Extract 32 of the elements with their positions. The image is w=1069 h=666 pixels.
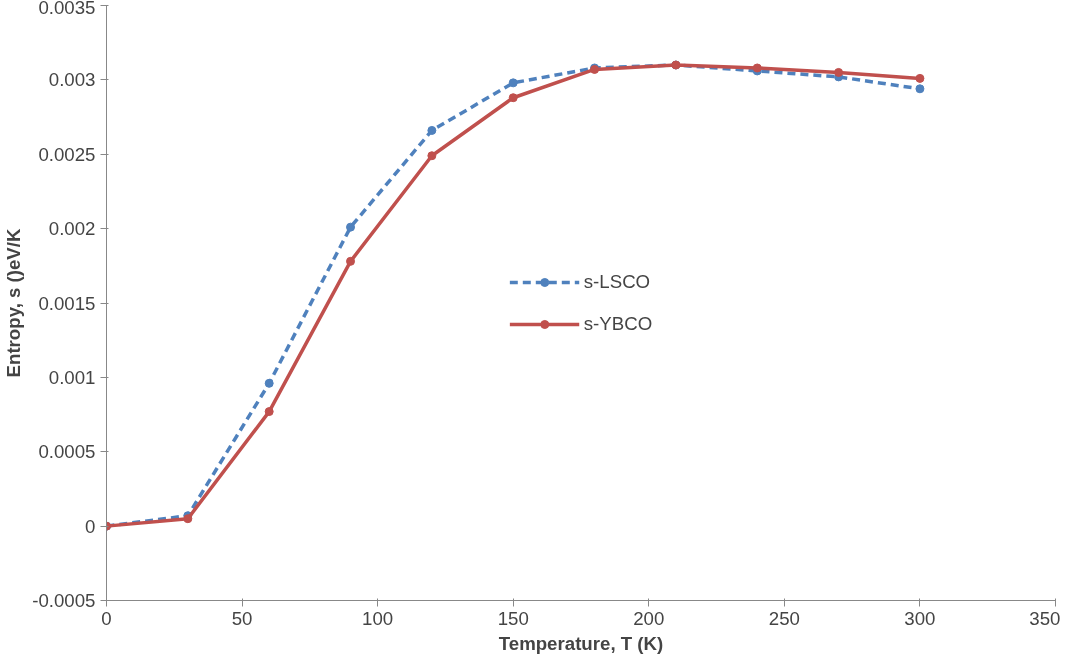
point [508,93,518,103]
x-tick-label: 250 [768,607,800,629]
legend-label: s-YBCO [583,312,653,335]
x-tick-label: 100 [362,607,394,629]
point [264,378,274,388]
point [427,151,437,161]
x-tick-label: 0 [101,607,112,629]
x-tick-label: 150 [497,607,529,629]
legend-label: s-LSCO [583,270,651,293]
y-tick-label: 0.003 [48,69,96,91]
x-tick-label: 50 [231,607,253,629]
x-tick-label: 300 [904,607,936,629]
y-tick-label: 0.0035 [38,0,96,18]
y-tick-label: 0.001 [48,366,96,388]
y-tick-label: 0 [85,515,96,537]
point [834,67,844,77]
point [508,78,518,88]
y-tick-label: 0.0005 [38,441,96,463]
point [427,125,437,135]
x-tick-label: 200 [633,607,665,629]
point [915,84,925,94]
point [346,222,356,232]
point [346,256,356,266]
point [915,73,925,83]
x-tick-label: 350 [1029,607,1061,629]
y-axis-title: Entropy, s ()eV/K [3,228,25,378]
y-tick-label: 0.002 [48,218,96,240]
x-axis-title: Temperature, T (K) [498,632,664,654]
y-tick-label: 0.0025 [38,143,96,165]
y-tick-label: -0.0005 [32,590,96,611]
point [264,407,274,417]
y-tick-label: 0.0015 [38,292,96,314]
